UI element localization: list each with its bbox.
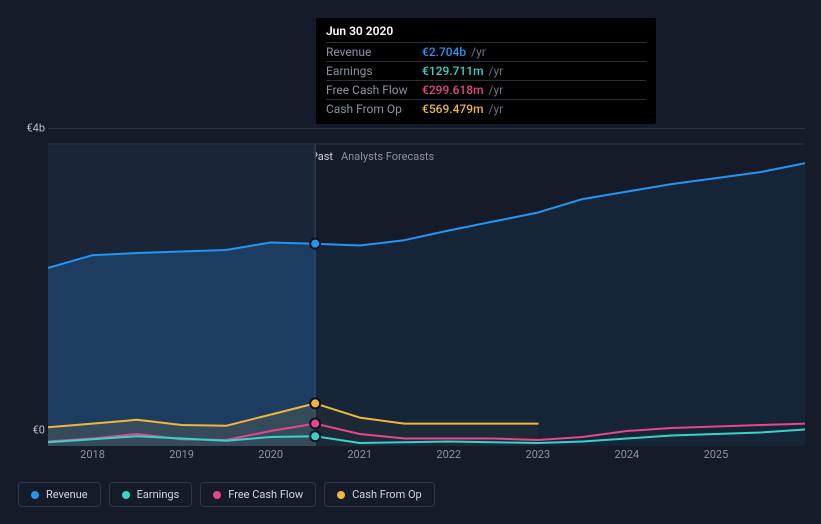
- tooltip-row-value: €129.711m /yr: [422, 62, 646, 81]
- tooltip-row: Revenue€2.704b /yr: [326, 43, 646, 62]
- x-axis-label: 2020: [258, 448, 283, 461]
- tooltip-row: Earnings€129.711m /yr: [326, 62, 646, 81]
- tooltip-row-label: Earnings: [326, 62, 422, 81]
- tooltip-table: Revenue€2.704b /yrEarnings€129.711m /yrF…: [326, 42, 646, 118]
- x-axis-label: 2025: [704, 448, 729, 461]
- x-axis-label: 2024: [615, 448, 640, 461]
- legend-label: Revenue: [46, 488, 88, 501]
- tooltip-row-label: Revenue: [326, 43, 422, 62]
- tooltip-row-label: Cash From Op: [326, 100, 422, 119]
- tooltip-row: Cash From Op€569.479m /yr: [326, 100, 646, 119]
- legend: Revenue Earnings Free Cash Flow Cash From O…: [18, 482, 435, 507]
- y-axis-label-4b: €4b: [26, 122, 45, 135]
- legend-item-revenue[interactable]: Revenue: [18, 482, 101, 507]
- hover-tooltip: Jun 30 2020 Revenue€2.704b /yrEarnings€1…: [316, 18, 656, 124]
- x-axis-labels: 2018 2019 2020 2021 2022 2023 2024 2025: [48, 448, 805, 468]
- legend-item-cfo[interactable]: Cash From Op: [324, 482, 435, 507]
- legend-dot-icon: [122, 491, 130, 499]
- tooltip-row-value: €299.618m /yr: [422, 81, 646, 100]
- tooltip-row-label: Free Cash Flow: [326, 81, 422, 100]
- x-axis-label: 2022: [436, 448, 461, 461]
- plot-area[interactable]: [48, 128, 805, 446]
- tooltip-row-value: €569.479m /yr: [422, 100, 646, 119]
- legend-item-earn[interactable]: Earnings: [109, 482, 193, 507]
- legend-dot-icon: [337, 491, 345, 499]
- x-axis-label: 2019: [169, 448, 194, 461]
- legend-label: Earnings: [137, 488, 180, 501]
- x-axis-label: 2021: [347, 448, 372, 461]
- x-axis-label: 2023: [525, 448, 550, 461]
- legend-label: Free Cash Flow: [228, 488, 303, 501]
- legend-dot-icon: [31, 491, 39, 499]
- legend-label: Cash From Op: [352, 488, 422, 501]
- x-axis-label: 2018: [80, 448, 105, 461]
- legend-item-fcf[interactable]: Free Cash Flow: [200, 482, 316, 507]
- tooltip-date: Jun 30 2020: [326, 24, 646, 42]
- tooltip-row: Free Cash Flow€299.618m /yr: [326, 81, 646, 100]
- legend-dot-icon: [213, 491, 221, 499]
- y-axis-label-0: €0: [33, 424, 45, 437]
- tooltip-row-value: €2.704b /yr: [422, 43, 646, 62]
